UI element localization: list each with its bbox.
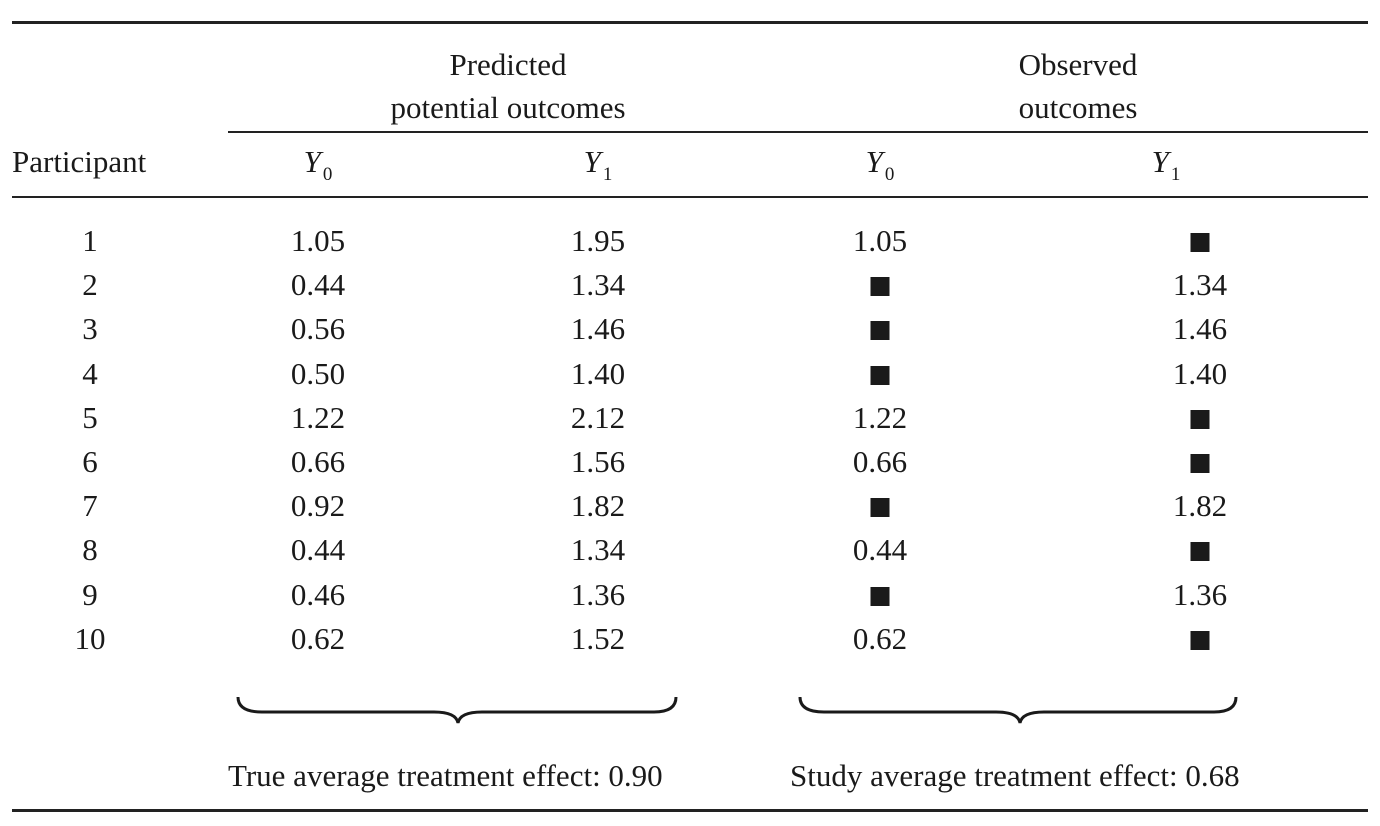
pred-y1-cell: 2.12 [570,399,626,435]
pred-y0-cell: 0.92 [290,488,346,524]
obs-y1-cell: 1.36 [1172,576,1228,612]
participant-cell: 6 [82,444,98,479]
obs-y0-cell: 0.44 [852,532,908,568]
observed-group-rule [788,131,1368,133]
pred-y1-cell: 1.36 [570,576,626,612]
pred-y1-cell: 1.40 [570,355,626,391]
pred-y0-cell: 1.05 [290,223,346,258]
pred-y1-cell: 1.95 [570,223,626,258]
obs-y0-cell: 0.66 [852,444,908,479]
top-rule [12,21,1368,24]
predicted-header-line2: potential outcomes [390,90,626,125]
header-bottom-rule [12,196,1368,198]
y1-subscript: 1 [602,164,613,185]
y0-variable: Y [865,144,883,179]
y0-subscript: 0 [322,164,333,185]
obs-y1-cell: 1.82 [1172,488,1228,524]
participant-cell: 2 [82,267,98,303]
participant-cell: 3 [82,311,98,347]
pred-y1-cell: 1.56 [570,444,626,479]
pred-y0-cell: 0.44 [290,532,346,568]
missing-value-square-icon [870,321,890,341]
pred-y1-cell: 1.52 [570,620,626,656]
pred-y0-cell: 0.50 [290,355,346,391]
true-effect-label: True average treatment effect: 0.90 [228,758,663,793]
missing-value-square-icon [1190,454,1210,473]
y0-variable: Y [303,144,321,179]
observed-brace [798,696,1238,724]
bottom-rule [12,809,1368,812]
pred-y1-cell: 1.34 [570,532,626,568]
pred-y0-cell: 0.62 [290,620,346,656]
pred-y1-cell: 1.82 [570,488,626,524]
participant-cell: 5 [82,399,98,435]
missing-value-square-icon [1190,630,1210,650]
missing-value-square-icon [1190,233,1210,252]
pred-y0-cell: 0.44 [290,267,346,303]
y0-subscript: 0 [884,164,895,185]
participant-header: Participant [12,144,147,179]
participant-cell: 8 [82,532,98,568]
y1-variable: Y [583,144,601,179]
missing-value-square-icon [1190,542,1210,562]
participant-cell: 10 [74,620,106,656]
participant-cell: 4 [82,355,98,391]
predicted-group-rule [228,131,788,133]
participant-cell: 1 [82,223,98,258]
missing-value-square-icon [1190,409,1210,429]
pred-y0-cell: 1.22 [290,399,346,435]
pred-y0-cell: 0.46 [290,576,346,612]
missing-value-square-icon [870,365,890,385]
pred-y1-cell: 1.46 [570,311,626,347]
pred-y1-cell: 1.34 [570,267,626,303]
obs-y1-cell: 1.46 [1172,311,1228,347]
participant-cell: 9 [82,576,98,612]
y1-variable: Y [1151,144,1169,179]
y1-subscript: 1 [1170,164,1181,185]
participant-cell: 7 [82,488,98,524]
pred-y0-cell: 0.66 [290,444,346,479]
study-effect-label: Study average treatment effect: 0.68 [790,758,1240,793]
missing-value-square-icon [870,277,890,297]
obs-y1-cell: 1.40 [1172,355,1228,391]
obs-y0-cell: 1.05 [852,223,908,258]
pred-y0-cell: 0.56 [290,311,346,347]
obs-y0-cell: 0.62 [852,620,908,656]
predicted-header-line1: Predicted [449,47,567,82]
obs-y1-cell: 1.34 [1172,267,1228,303]
observed-header-line1: Observed [1018,47,1138,82]
missing-value-square-icon [870,498,890,518]
missing-value-square-icon [870,586,890,606]
observed-header-line2: outcomes [1018,90,1138,125]
obs-y0-cell: 1.22 [852,399,908,435]
